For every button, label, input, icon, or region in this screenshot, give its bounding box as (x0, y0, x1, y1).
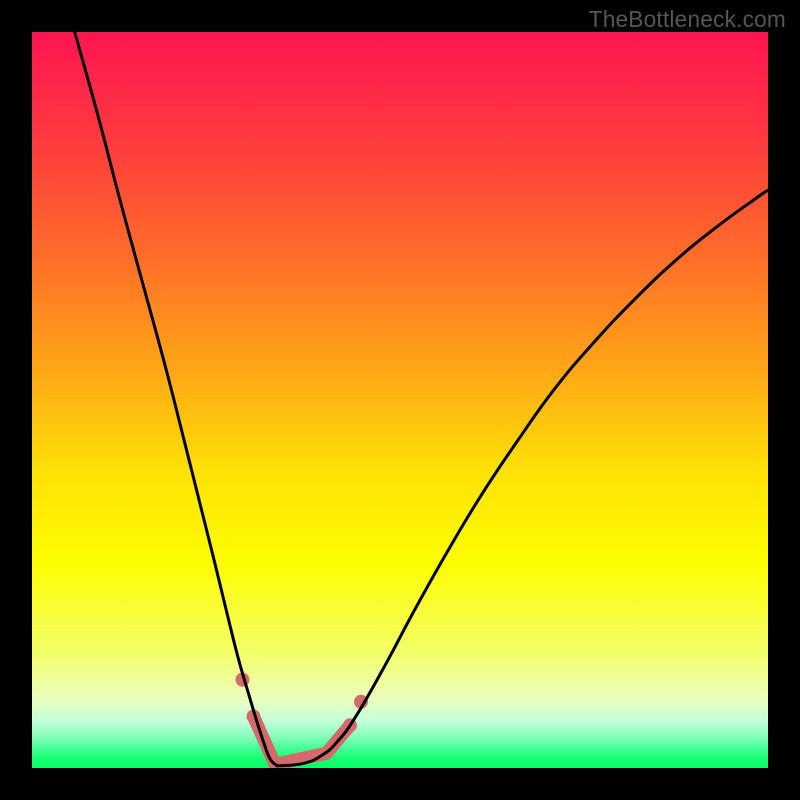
curve-left (75, 32, 277, 766)
watermark-text: TheBottleneck.com (589, 6, 786, 33)
chart-svg (32, 32, 768, 768)
plot-area (32, 32, 768, 768)
curve-right (277, 190, 768, 766)
stage: TheBottleneck.com (0, 0, 800, 800)
